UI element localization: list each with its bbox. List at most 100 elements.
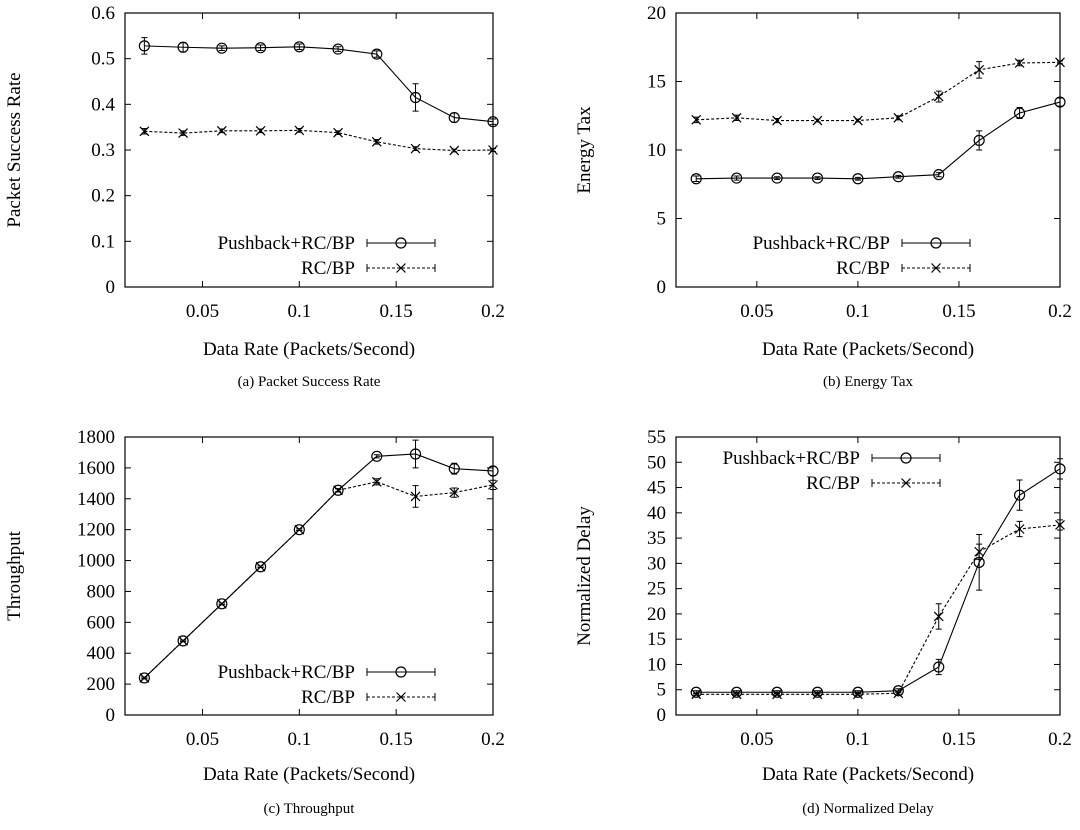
y-tick-label: 1800: [77, 427, 115, 448]
series-pushback-rc-bp: [138, 37, 499, 128]
x-tick-label: 0.2: [1048, 729, 1072, 750]
legend-errorcap: [366, 693, 436, 701]
data-point: [177, 635, 189, 647]
y-tick-label: 15: [647, 72, 666, 93]
x-tick-label: 0.2: [481, 729, 505, 750]
x-tick-label: 0.1: [287, 301, 311, 322]
legend-label: RC/BP: [301, 687, 355, 708]
data-point: [294, 125, 305, 136]
data-point: [933, 91, 944, 102]
legend-label: Pushback+RC/BP: [723, 448, 860, 469]
data-point: [449, 145, 460, 156]
data-point: [178, 128, 189, 139]
data-point: [1013, 489, 1026, 501]
data-point: [933, 169, 945, 181]
data-point: [138, 40, 150, 52]
data-point: [487, 116, 499, 128]
series-rc-bp: [691, 57, 1065, 126]
data-point: [812, 689, 823, 700]
error-bar: [935, 172, 942, 178]
error-bar: [1057, 458, 1063, 480]
series-pushback-rc-bp: [690, 96, 1066, 185]
data-point: [772, 115, 782, 126]
data-point: [1054, 463, 1066, 475]
y-tick-label: 0.2: [91, 186, 115, 207]
data-point: [812, 115, 823, 126]
error-bar: [895, 174, 902, 179]
error-bar: [490, 118, 496, 125]
error-bar: [412, 83, 419, 112]
series-rc-bp: [691, 519, 1065, 700]
data-point: [371, 476, 382, 487]
error-bar: [296, 43, 303, 51]
legend-marker: [931, 263, 941, 273]
legend-label: Pushback+RC/BP: [218, 662, 355, 683]
chart-panel-3: 0 200 400 600 800 1000 1200 1400 1600 1800 0.05 0.1…: [4, 427, 505, 817]
x-axis-label: Data Rate (Packets/Second): [203, 764, 415, 785]
y-tick-label: 15: [647, 629, 666, 650]
data-point: [811, 686, 824, 698]
data-point: [852, 173, 864, 185]
legend: Pushback+RC/BP RC/BP: [218, 233, 436, 279]
x-tick-label: 0.1: [287, 729, 311, 750]
y-tick-label: 0.5: [91, 49, 115, 70]
y-tick-label: 20: [647, 3, 666, 24]
x-tick-label: 0.05: [740, 301, 773, 322]
y-tick-label: 55: [647, 427, 666, 448]
data-point: [973, 134, 985, 147]
y-tick-label: 10: [647, 654, 666, 675]
data-point: [139, 126, 150, 137]
data-point: [892, 685, 904, 697]
y-tick-label: 45: [647, 478, 666, 499]
chart-caption: (a) Packet Success Rate: [238, 374, 381, 390]
y-tick-label: 1400: [77, 489, 115, 510]
y-axis-label: Packet Success Rate: [4, 72, 25, 227]
data-point: [731, 686, 743, 698]
data-point: [332, 484, 344, 496]
data-point: [893, 688, 904, 699]
y-tick-label: 25: [647, 579, 666, 600]
data-point: [1055, 57, 1065, 68]
data-point: [488, 479, 498, 490]
data-point: [216, 598, 227, 609]
data-point: [771, 686, 783, 698]
data-point: [371, 48, 383, 60]
data-point: [371, 450, 383, 462]
data-point: [216, 125, 227, 136]
data-point: [254, 42, 267, 54]
x-tick-label: 0.2: [481, 301, 505, 322]
series-pushback-rc-bp: [690, 458, 1066, 698]
data-point: [177, 41, 189, 53]
data-point: [487, 465, 499, 477]
series-rc-bp: [139, 125, 498, 156]
error-bar: [373, 50, 380, 58]
chart-panel-1: 0 0.1 0.2 0.3 0.4 0.5 0.6 0.05 0.1 0.15 0.2 Data Ra…: [4, 3, 505, 390]
data-point: [1013, 107, 1026, 119]
legend-label: RC/BP: [301, 258, 355, 279]
series-pushback-rc-bp: [138, 439, 499, 684]
x-axis-label: Data Rate (Packets/Second): [762, 339, 974, 360]
data-point: [731, 689, 742, 700]
legend-marker: [901, 478, 911, 488]
error-bar: [976, 130, 983, 151]
data-point: [255, 561, 266, 572]
error-bar: [257, 44, 264, 51]
error-bar: [218, 45, 225, 51]
data-point: [449, 487, 460, 498]
error-bar: [1016, 479, 1023, 511]
data-point: [332, 43, 344, 55]
y-tick-label: 5: [657, 209, 667, 230]
x-tick-label: 0.15: [942, 301, 975, 322]
series-line: [143, 481, 494, 679]
series-line: [144, 129, 494, 152]
legend: Pushback+RC/BP RC/BP: [723, 448, 941, 494]
y-tick-label: 0: [657, 277, 667, 298]
legend-marker: [396, 263, 406, 273]
y-tick-label: 600: [87, 612, 116, 633]
data-point: [139, 673, 150, 683]
series-line: [696, 524, 1061, 695]
legend-errorcap: [366, 264, 436, 272]
series-line: [144, 45, 494, 123]
chart-panel-4: 0 5 10 15 20 25 30 35 40 45 50 55 0.05 0.1 0.15 0.2 Data…: [574, 427, 1072, 817]
